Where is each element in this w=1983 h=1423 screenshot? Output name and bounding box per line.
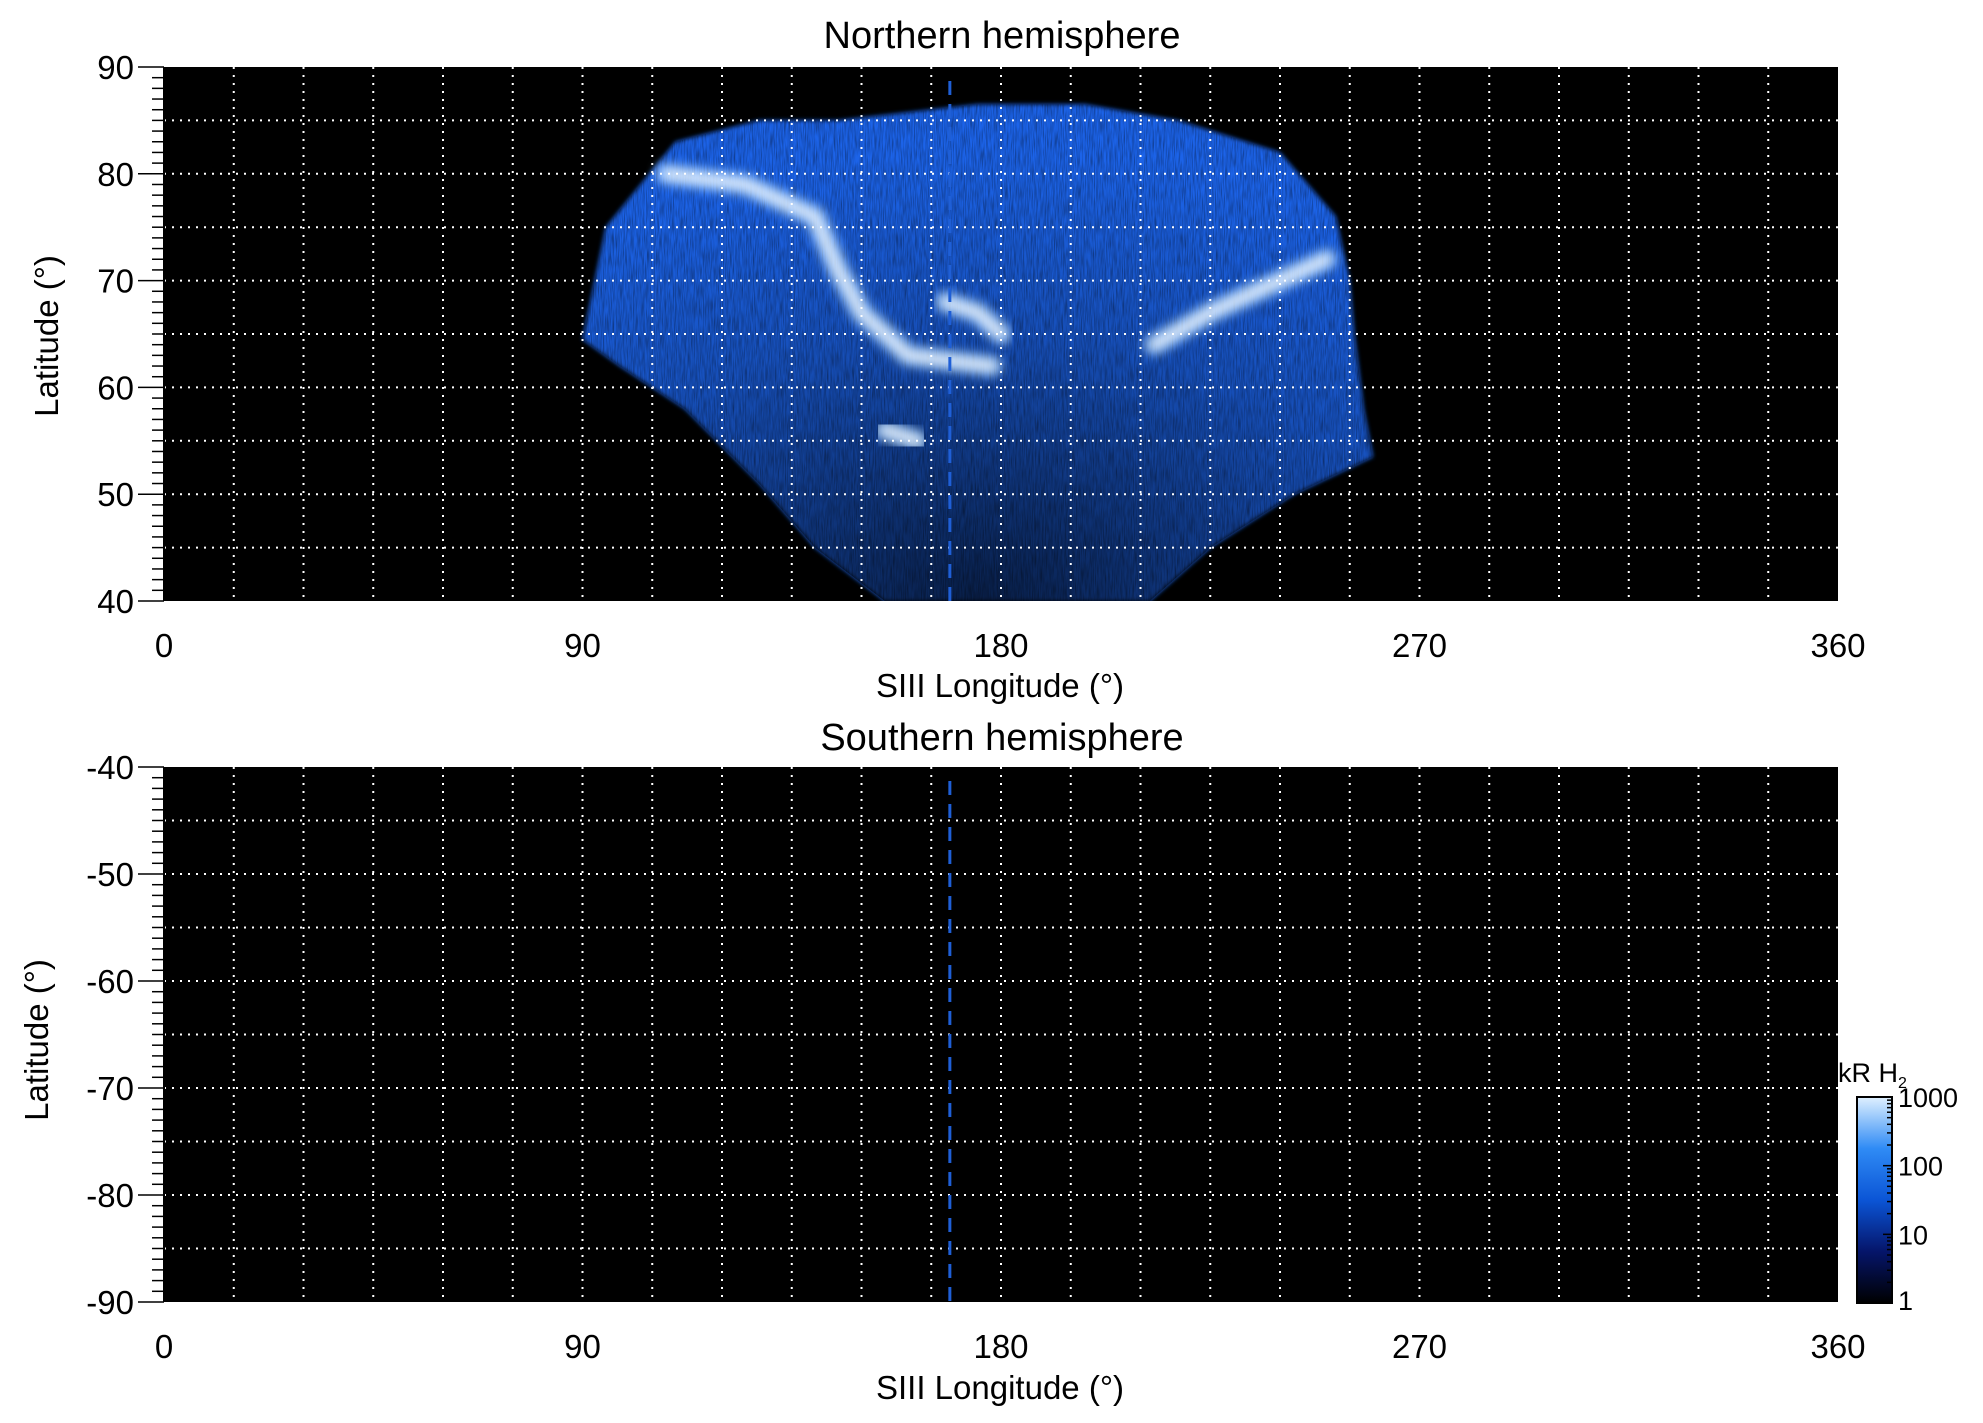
- x-tick-label: 180: [973, 627, 1028, 664]
- y-tick-label: -80: [86, 1177, 134, 1214]
- x-tick-label: 270: [1392, 627, 1447, 664]
- y-axis-label: Latitude (°): [28, 255, 65, 417]
- southern-panel: Southern hemisphere -90 -80 -70 -60 -50 -40 0…: [18, 717, 1866, 1406]
- auroral-emission-region: [582, 104, 1373, 601]
- y-axis: 40 50 60 70 80 90: [97, 49, 165, 620]
- x-tick-label: 360: [1810, 1328, 1865, 1365]
- y-tick-label: -40: [86, 749, 134, 786]
- colorbar-ticks: 1 10 100 1000: [1883, 1083, 1958, 1316]
- y-tick-label: -60: [86, 963, 134, 1000]
- y-tick-label: 90: [97, 49, 134, 86]
- x-tick-label: 270: [1392, 1328, 1447, 1365]
- y-tick-label: 50: [97, 476, 134, 513]
- x-tick-label: 0: [155, 1328, 173, 1365]
- x-axis: 0 90 180 270 360: [155, 627, 1866, 664]
- x-tick-label: 360: [1810, 627, 1865, 664]
- y-tick-label: 40: [97, 583, 134, 620]
- x-tick-label: 0: [155, 627, 173, 664]
- colorbar-gradient: [1856, 1096, 1893, 1304]
- y-axis-label: Latitude (°): [18, 959, 55, 1121]
- y-tick-label: 60: [97, 369, 134, 406]
- x-tick-label: 90: [564, 627, 601, 664]
- bright-arc: [662, 169, 996, 371]
- grid-lines: [164, 767, 1838, 1302]
- colorbar-unit: kR H2: [1838, 1058, 1907, 1092]
- grid-lines: [164, 67, 1838, 601]
- y-tick-label: -50: [86, 856, 134, 893]
- y-tick-label: -90: [86, 1284, 134, 1321]
- y-axis: -90 -80 -70 -60 -50 -40: [86, 749, 165, 1321]
- x-axis: 0 90 180 270 360: [155, 1328, 1866, 1365]
- x-tick-label: 180: [973, 1328, 1028, 1365]
- bright-arc: [1150, 255, 1331, 349]
- bright-arc: [880, 426, 922, 445]
- x-axis-label: SIII Longitude (°): [876, 1369, 1124, 1406]
- y-tick-label: 70: [97, 263, 134, 300]
- northern-panel: Northern hemisphere 40 50 60 70 80 90 0 90 180 2…: [28, 15, 1866, 704]
- colorbar-tick-label: 100: [1898, 1152, 1943, 1182]
- colorbar-tick-label: 1: [1898, 1286, 1913, 1316]
- y-tick-label: 80: [97, 156, 134, 193]
- colorbar-tick-label: 1000: [1898, 1083, 1958, 1113]
- x-axis-label: SIII Longitude (°): [876, 667, 1124, 704]
- colorbar-tick-label: 10: [1898, 1220, 1928, 1250]
- chart-title: Southern hemisphere: [820, 717, 1183, 759]
- colorbar: kR H2 1 10 100 1000: [1838, 1058, 1958, 1316]
- bright-arc: [941, 297, 1005, 338]
- chart-title: Northern hemisphere: [824, 15, 1181, 57]
- y-tick-label: -70: [86, 1070, 134, 1107]
- x-tick-label: 90: [564, 1328, 601, 1365]
